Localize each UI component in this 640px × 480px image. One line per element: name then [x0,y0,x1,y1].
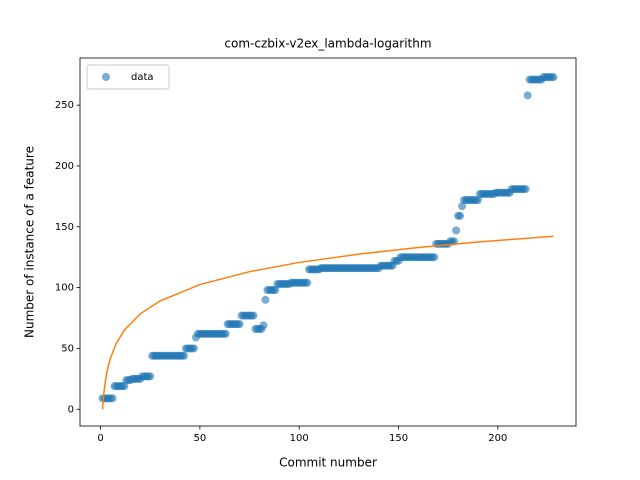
data-point [271,286,280,295]
data-point [521,185,530,194]
data-point [303,278,312,287]
x-tick-label: 0 [97,433,103,444]
data-point [430,253,439,262]
y-axis-label: Number of instance of a feature [23,146,37,338]
x-tick-label: 50 [194,433,207,444]
data-point [549,73,558,82]
legend-box [86,64,170,90]
x-tick-label: 100 [290,433,309,444]
data-point [523,91,532,100]
y-tick-label: 200 [55,161,74,172]
chart-title: com-czbix-v2ex_lambda-logarithm [224,37,431,51]
data-point [120,382,129,391]
data-point [473,196,482,205]
data-point [261,295,270,304]
data-point [259,321,268,330]
legend-label: data [131,72,154,83]
x-tick-label: 200 [488,433,507,444]
y-tick-label: 50 [61,343,74,354]
x-axis-label: Commit number [279,456,377,470]
y-tick-label: 150 [55,222,74,233]
legend-marker [102,73,110,81]
data-point [456,211,465,220]
data-point [189,344,198,353]
data-point [108,394,117,403]
y-tick-label: 100 [55,283,74,294]
data-point [179,351,188,360]
data-point [235,320,244,329]
y-tick-label: 250 [55,100,74,111]
data-point [249,311,258,320]
data-point [221,329,230,338]
data-point [452,226,461,235]
plot-frame [79,57,577,427]
x-tick-label: 150 [389,433,408,444]
data-point [146,372,155,381]
fit-line [101,235,554,410]
data-point [458,202,467,211]
y-tick-label: 0 [68,404,74,415]
